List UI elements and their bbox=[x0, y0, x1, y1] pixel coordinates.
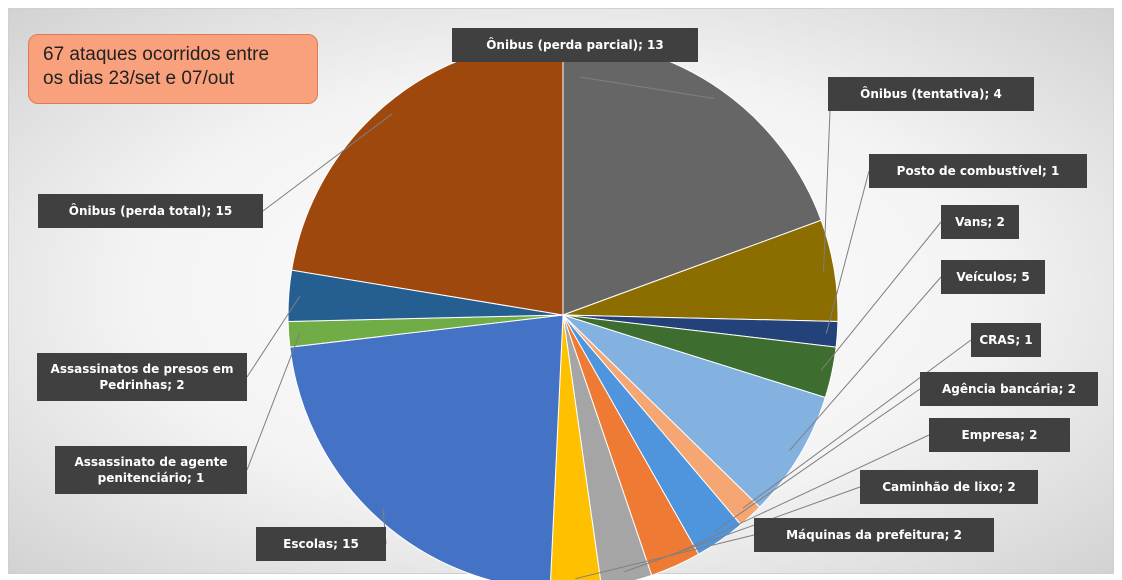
slice-maquinas-da-prefeitura bbox=[550, 314, 602, 580]
data-label-text: Agência bancária; 2 bbox=[942, 382, 1076, 396]
leader-line-onibus-perda-total bbox=[262, 113, 393, 212]
leader-line-vans bbox=[820, 221, 942, 371]
label-posto-de-combustivel: Posto de combustível; 1 bbox=[869, 154, 1087, 188]
label-vans: Vans; 2 bbox=[941, 205, 1019, 239]
label-agencia-bancaria: Agência bancária; 2 bbox=[920, 372, 1098, 406]
label-empresa: Empresa; 2 bbox=[929, 418, 1070, 452]
label-cras: CRAS; 1 bbox=[971, 323, 1041, 357]
leader-line-onibus-tentativa bbox=[823, 110, 831, 272]
data-label-text: Ônibus (tentativa); 4 bbox=[860, 86, 1002, 101]
label-escolas: Escolas; 15 bbox=[256, 527, 386, 561]
data-label-text: Posto de combustível; 1 bbox=[897, 164, 1060, 178]
data-labels: Ônibus (perda parcial); 13 Ônibus (tentat… bbox=[37, 28, 1098, 561]
label-box bbox=[869, 154, 1087, 188]
label-onibus-tentativa: Ônibus (tentativa); 4 bbox=[828, 77, 1034, 111]
leader-line-agencia-bancaria bbox=[713, 388, 921, 532]
label-assassinato-de-agente-penitenciario: Assassinato de agente penitenciário; 1 bbox=[55, 446, 247, 494]
label-box bbox=[256, 527, 386, 561]
slice-escolas bbox=[289, 314, 564, 580]
label-box bbox=[452, 28, 698, 62]
label-onibus-perda-parcial: Ônibus (perda parcial); 13 bbox=[452, 28, 698, 62]
label-box bbox=[828, 77, 1034, 111]
annotation-line-2: os dias 23/set e 07/out bbox=[43, 68, 235, 89]
data-label-text: Ônibus (perda total); 15 bbox=[69, 203, 232, 218]
label-box bbox=[754, 518, 994, 552]
pie-slices bbox=[287, 39, 839, 580]
leader-line-maquinas-da-prefeitura bbox=[575, 534, 755, 580]
label-box bbox=[37, 353, 247, 401]
annotation-box: 67 ataques ocorridos entre os dias 23/se… bbox=[28, 34, 318, 104]
leader-line-onibus-perda-parcial bbox=[579, 76, 715, 99]
data-label-text: Empresa; 2 bbox=[962, 428, 1038, 442]
label-onibus-perda-total: Ônibus (perda total); 15 bbox=[38, 194, 263, 228]
leader-line-caminhao-de-lixo bbox=[624, 486, 861, 573]
label-maquinas-da-prefeitura: Máquinas da prefeitura; 2 bbox=[754, 518, 994, 552]
label-box bbox=[860, 470, 1038, 504]
label-box bbox=[941, 260, 1045, 294]
slice-onibus-perda-total bbox=[291, 39, 564, 316]
label-box bbox=[55, 446, 247, 494]
label-veiculos: Veículos; 5 bbox=[941, 260, 1045, 294]
data-label-text: Veículos; 5 bbox=[956, 270, 1029, 284]
label-box bbox=[38, 194, 263, 228]
data-label-text: Escolas; 15 bbox=[283, 537, 359, 551]
leader-line-veiculos bbox=[789, 276, 942, 451]
data-label-text: Vans; 2 bbox=[955, 215, 1005, 229]
label-box bbox=[929, 418, 1070, 452]
label-box bbox=[941, 205, 1019, 239]
label-assassinatos-de-presos-em-pedrinhas: Assassinatos de presos em Pedrinhas; 2 bbox=[37, 353, 247, 401]
data-label-text: Caminhão de lixo; 2 bbox=[882, 480, 1016, 494]
annotation-line-1: 67 ataques ocorridos entre bbox=[43, 44, 270, 65]
data-label-text: Assassinato de agente penitenciário; 1 bbox=[74, 455, 227, 485]
leader-line-cras bbox=[742, 339, 972, 509]
data-label-text: Ônibus (perda parcial); 13 bbox=[486, 37, 664, 52]
slice-caminhao-de-lixo bbox=[562, 314, 653, 580]
label-box bbox=[971, 323, 1041, 357]
leader-line-empresa bbox=[670, 434, 930, 557]
label-caminhao-de-lixo: Caminhão de lixo; 2 bbox=[860, 470, 1038, 504]
leader-line-assassinatos-de-presos-em-pedrinhas bbox=[246, 296, 301, 378]
leader-line-posto-de-combustivel bbox=[825, 170, 870, 334]
leader-lines bbox=[246, 76, 972, 580]
data-label-text: CRAS; 1 bbox=[979, 333, 1032, 347]
leader-line-assassinato-de-agente-penitenciario bbox=[246, 333, 301, 471]
slice-veiculos bbox=[562, 314, 826, 508]
data-label-text: Máquinas da prefeitura; 2 bbox=[786, 528, 962, 542]
label-box bbox=[920, 372, 1098, 406]
data-label-text: Assassinatos de presos em Pedrinhas; 2 bbox=[51, 362, 234, 392]
